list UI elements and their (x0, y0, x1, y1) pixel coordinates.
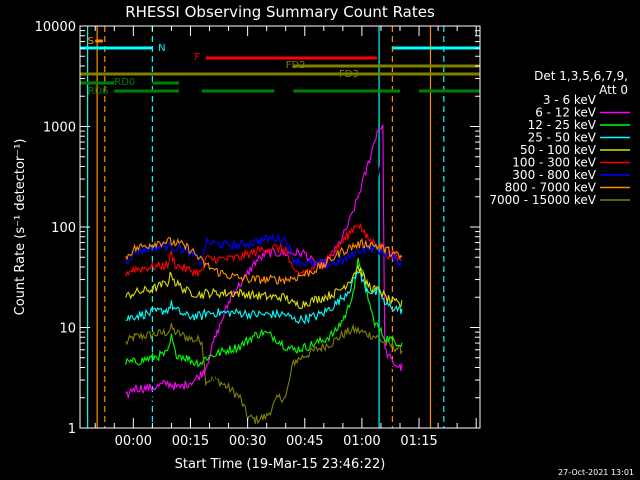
series-line-0 (125, 161, 403, 413)
legend-label-4: 50 - 100 keV (520, 143, 597, 157)
y-tick-label: 1 (68, 422, 76, 437)
series-line-1 (125, 124, 403, 399)
series-line-5 (125, 222, 403, 277)
flag-label-fd2: FD2 (286, 60, 306, 71)
y-tick-label: 10000 (35, 20, 76, 35)
vertical-markers (87, 26, 445, 428)
x-axis-label: Start Time (19-Mar-15 23:46:22) (175, 457, 386, 472)
legend-label-1: 6 - 12 keV (535, 106, 597, 120)
series-lines (125, 124, 403, 425)
flag-label-rd6: RD6 (88, 86, 109, 97)
y-tick-label: 10 (59, 322, 76, 337)
x-tick-label: 00:00 (115, 434, 152, 449)
legend-title-line-1: Det 1,3,5,6,7,9, (534, 69, 628, 83)
y-axis-ticks: 1 10 100 1000 10000 (35, 20, 480, 437)
x-tick-label: 00:30 (229, 434, 266, 449)
legend-label-8: 7000 - 15000 keV (489, 193, 596, 207)
x-tick-label: 00:45 (286, 434, 323, 449)
legend-label-3: 25 - 50 keV (528, 131, 597, 145)
x-axis-ticks: 00:00 00:15 00:30 00:45 01:00 01:15 (94, 26, 477, 449)
series-line-3 (125, 269, 403, 325)
y-tick-label: 1000 (43, 121, 76, 136)
flag-label-s: S (88, 36, 94, 47)
legend-label-6: 300 - 800 keV (512, 168, 596, 182)
series-line-6 (125, 233, 403, 270)
y-tick-label: 100 (51, 221, 76, 236)
chart-title: RHESSI Observing Summary Count Rates (125, 3, 435, 21)
flag-label-rd0: RD0 (114, 77, 135, 88)
legend-label-2: 12 - 25 keV (528, 118, 597, 132)
flag-label-f: F (194, 52, 200, 63)
legend-title-line-2: Att 0 (599, 83, 628, 97)
flag-bars: S N F FD2 FD3 RD0 RD6 (80, 36, 480, 97)
series-line-7 (125, 237, 403, 285)
footer-timestamp: 27-Oct-2021 13:01 (558, 468, 634, 477)
flag-label-fd3: FD3 (339, 69, 359, 80)
x-tick-label: 00:15 (172, 434, 209, 449)
x-tick-label: 01:15 (400, 434, 437, 449)
x-tick-label: 01:00 (343, 434, 380, 449)
legend-label-0: 3 - 6 keV (543, 93, 597, 107)
y-axis-label: Count Rate (s⁻¹ detector⁻¹) (13, 139, 28, 316)
series-line-4 (125, 263, 403, 310)
legend-label-7: 800 - 7000 keV (505, 181, 597, 195)
flag-label-n: N (158, 43, 165, 54)
legend-label-5: 100 - 300 keV (512, 156, 596, 170)
series-line-8 (125, 323, 403, 425)
